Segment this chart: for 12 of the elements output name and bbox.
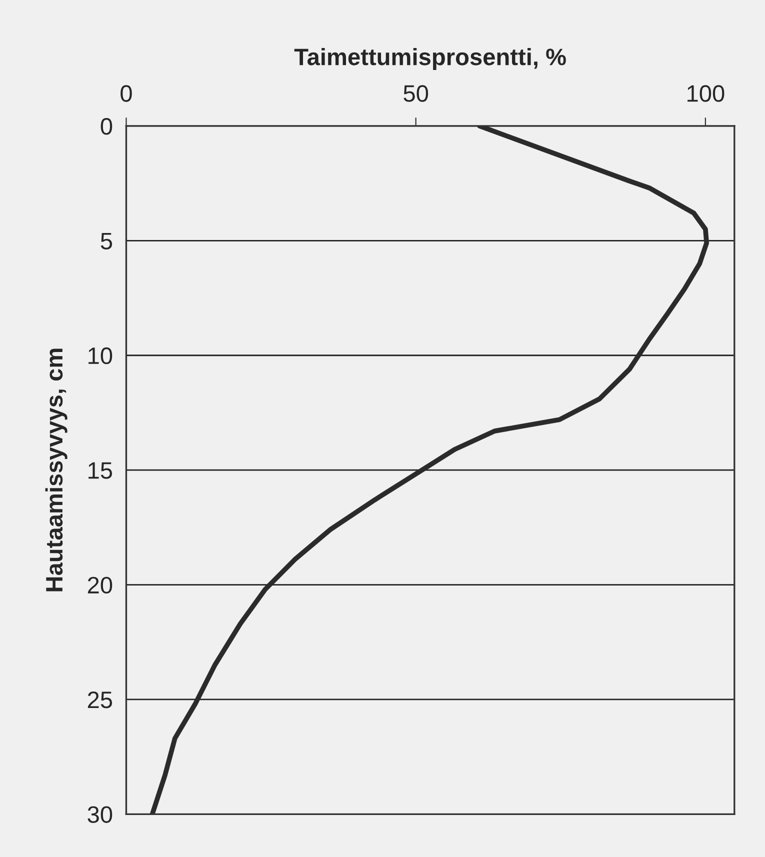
y-axis-title: Hautaamissyvyys, cm (45, 348, 68, 592)
x-tick-label: 50 (404, 85, 428, 102)
y-tick-label: 0 (100, 118, 112, 135)
x-tick-label: 0 (120, 85, 132, 102)
y-tick-label: 5 (100, 232, 112, 250)
y-tick-label: 10 (88, 347, 112, 364)
y-tick-label: 25 (88, 692, 112, 708)
y-tick-label: 15 (88, 462, 112, 479)
x-tick-label: 100 (688, 85, 724, 102)
y-tick-label: 20 (88, 576, 112, 594)
y-tick-label: 30 (88, 806, 112, 823)
x-axis-title: Taimettumisprosentti, % (294, 48, 566, 70)
